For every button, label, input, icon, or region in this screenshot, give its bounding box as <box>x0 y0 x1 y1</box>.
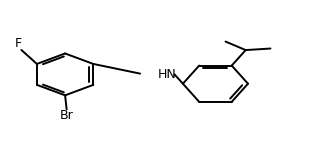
Text: F: F <box>15 37 22 50</box>
Text: Br: Br <box>60 109 73 122</box>
Text: HN: HN <box>157 68 176 81</box>
